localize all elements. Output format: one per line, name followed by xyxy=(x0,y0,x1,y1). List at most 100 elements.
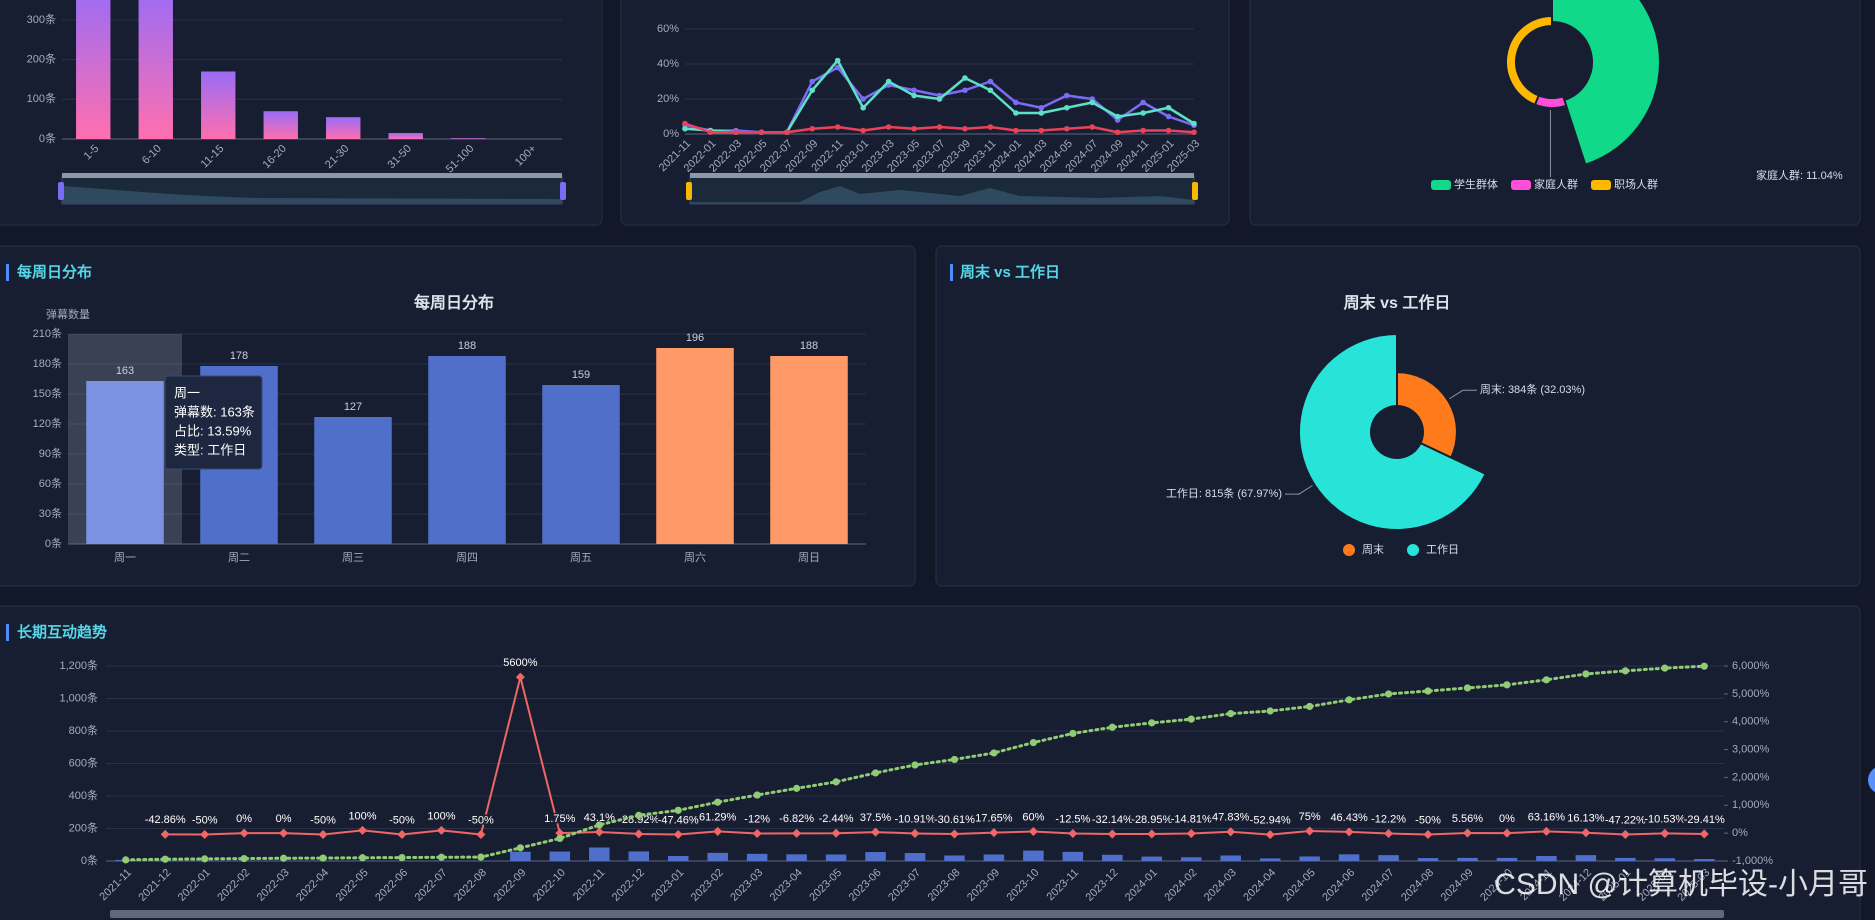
point xyxy=(834,64,841,71)
point xyxy=(1541,826,1551,836)
point xyxy=(1660,828,1670,838)
legend-label: 工作日 xyxy=(1426,543,1459,556)
data-label: -12.2% xyxy=(1371,813,1406,825)
point xyxy=(1581,828,1591,838)
title-accent xyxy=(6,264,9,281)
bar xyxy=(263,111,298,139)
legend-label: 周末 xyxy=(1362,542,1384,556)
panel-title: 长期互动趋势 xyxy=(17,623,107,641)
point xyxy=(635,811,643,819)
point xyxy=(1463,684,1472,692)
point xyxy=(784,129,790,136)
legend-label: 家庭人群 xyxy=(1534,177,1578,191)
point xyxy=(911,87,917,94)
point xyxy=(1344,827,1354,837)
y-tick-label: 120条 xyxy=(33,416,62,430)
point xyxy=(1114,113,1121,120)
point xyxy=(436,825,446,835)
zoom-handle[interactable] xyxy=(560,182,566,200)
bar xyxy=(656,348,734,544)
point xyxy=(1147,829,1157,839)
zoom-handle[interactable] xyxy=(1192,182,1198,200)
point xyxy=(1108,723,1116,731)
data-label: 47.83% xyxy=(1212,812,1250,824)
legend-swatch xyxy=(1343,544,1355,556)
point xyxy=(673,829,683,839)
bar xyxy=(1654,858,1676,861)
y-tick-label: 60% xyxy=(657,23,679,35)
y-tick-label: 200条 xyxy=(69,820,98,834)
data-zoom-bar[interactable] xyxy=(62,173,562,178)
point xyxy=(871,769,880,777)
data-label: 61.29% xyxy=(699,811,737,823)
data-label: 100% xyxy=(427,810,455,822)
point xyxy=(809,125,816,132)
y-tick-label: 1,000% xyxy=(1732,799,1770,811)
legend-swatch xyxy=(1591,180,1611,190)
point xyxy=(911,761,919,769)
bar xyxy=(314,417,392,544)
point xyxy=(860,104,866,111)
point xyxy=(987,87,994,94)
side-button[interactable] xyxy=(1868,766,1875,794)
data-label: 0% xyxy=(1499,813,1515,825)
data-label: 46.43% xyxy=(1330,812,1368,824)
panel xyxy=(620,0,1230,226)
data-label: 163 xyxy=(116,365,134,377)
data-label: -2.44% xyxy=(819,813,854,825)
point xyxy=(1013,127,1019,134)
y-tick-label: 30条 xyxy=(39,506,62,520)
data-label: -47.22% xyxy=(1605,814,1646,826)
y-tick-label: 210条 xyxy=(33,326,62,340)
x-tick-label: 周一 xyxy=(114,551,136,564)
point xyxy=(397,830,407,840)
zoom-handle[interactable] xyxy=(58,182,64,200)
data-label: 5600% xyxy=(503,657,537,669)
point xyxy=(1462,828,1473,838)
point xyxy=(319,854,327,862)
data-zoom-bar[interactable] xyxy=(690,173,1194,178)
data-label: 17.65% xyxy=(975,813,1013,825)
point xyxy=(834,124,841,130)
y-tick-label: 90条 xyxy=(39,446,62,460)
point xyxy=(1029,738,1037,747)
bar xyxy=(1615,857,1636,861)
point xyxy=(161,855,169,863)
point xyxy=(1345,696,1353,704)
bar xyxy=(904,853,926,861)
point xyxy=(556,834,564,843)
legend-label: 学生群体 xyxy=(1454,177,1498,191)
legend-swatch xyxy=(1431,180,1451,190)
tooltip-title: 周一 xyxy=(174,385,200,400)
data-label: 0% xyxy=(276,813,292,825)
bar xyxy=(707,852,728,861)
bar xyxy=(510,851,531,861)
bar xyxy=(770,356,848,544)
point xyxy=(1186,829,1196,839)
point xyxy=(860,127,866,134)
data-label: -28.92% xyxy=(618,814,659,826)
bar xyxy=(1457,857,1478,861)
x-tick-label: 周日 xyxy=(798,551,820,564)
point xyxy=(832,778,840,786)
point xyxy=(834,57,841,64)
point xyxy=(279,854,288,862)
bar xyxy=(1575,855,1597,861)
slice-label: 周末: 384条 (32.03%) xyxy=(1480,382,1585,396)
point xyxy=(987,78,994,85)
point xyxy=(1140,127,1146,134)
data-label: -50% xyxy=(1415,814,1441,826)
bar xyxy=(983,854,1005,861)
y-tick-label: 150条 xyxy=(33,386,62,400)
data-label: -52.94% xyxy=(1250,815,1291,827)
y-tick-label: 400条 xyxy=(69,788,98,802)
data-label: 178 xyxy=(230,350,248,362)
point xyxy=(1191,129,1197,136)
zoom-handle[interactable] xyxy=(686,182,692,200)
data-zoom-bar[interactable] xyxy=(110,910,1724,918)
bar xyxy=(1378,855,1399,861)
point xyxy=(240,854,248,863)
point xyxy=(122,856,130,864)
point xyxy=(962,125,968,132)
x-tick-label: 周五 xyxy=(570,551,592,564)
